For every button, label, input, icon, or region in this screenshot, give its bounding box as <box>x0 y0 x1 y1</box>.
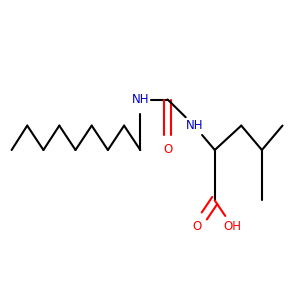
Text: O: O <box>193 220 202 233</box>
Text: NH: NH <box>185 119 203 132</box>
Text: OH: OH <box>224 220 242 233</box>
Text: O: O <box>163 143 172 157</box>
Text: NH: NH <box>131 93 149 106</box>
